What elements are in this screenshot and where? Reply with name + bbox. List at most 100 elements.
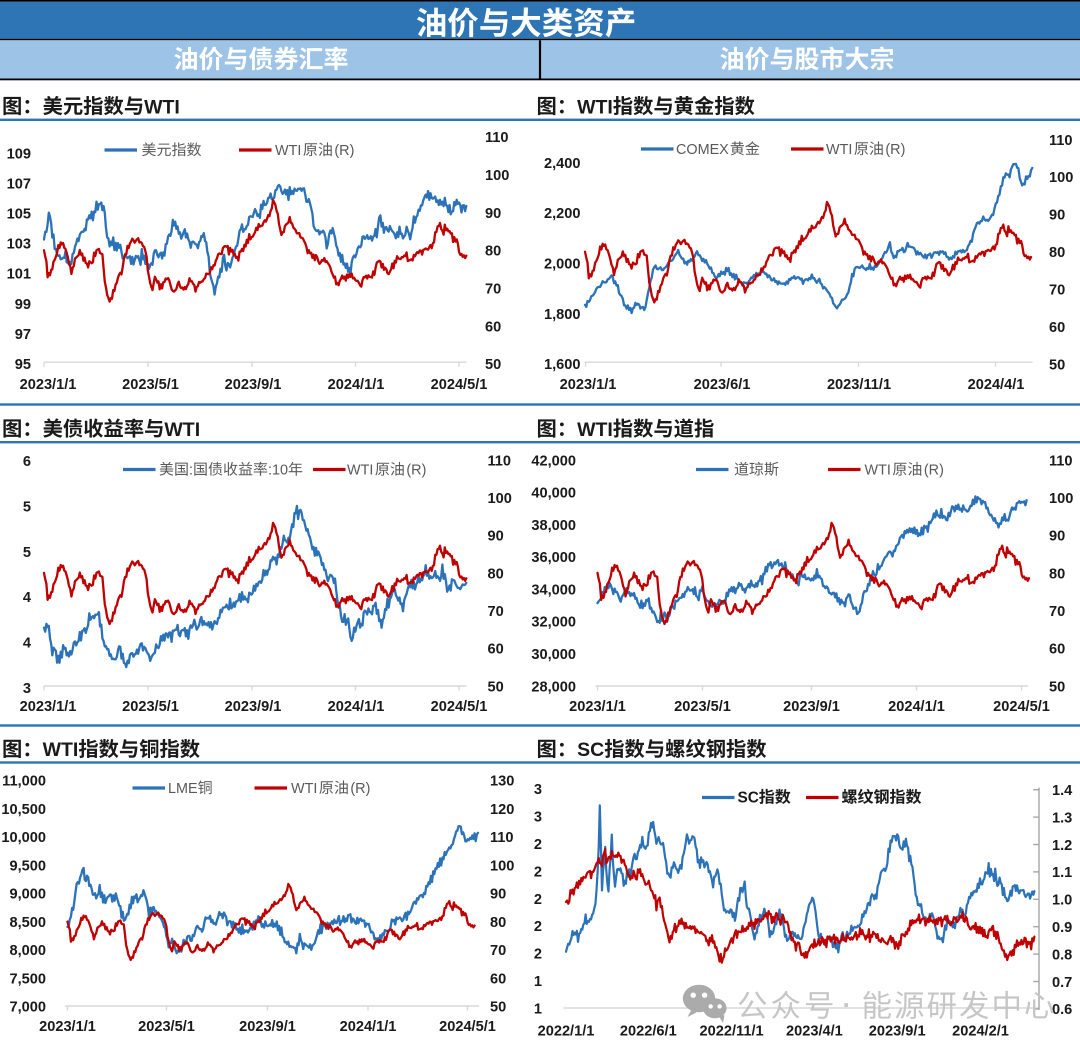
svg-text:2: 2 [534,947,542,963]
svg-text:100: 100 [490,858,514,874]
svg-text:(R): (R) [334,143,354,159]
svg-text:110: 110 [1049,133,1073,149]
svg-text:107: 107 [7,177,31,193]
svg-text:COMEX: COMEX [676,142,729,158]
svg-text:0.9: 0.9 [1052,920,1072,936]
svg-text:2022/11/1: 2022/11/1 [700,1024,764,1040]
svg-text:2024/4/1: 2024/4/1 [968,377,1025,393]
svg-text:97: 97 [15,327,31,343]
svg-text:42,000: 42,000 [531,453,576,469]
svg-text:6: 6 [23,454,31,470]
svg-text:7,500: 7,500 [9,971,46,987]
svg-text:100: 100 [1049,491,1073,507]
svg-text::: : [189,463,193,479]
svg-text:8,500: 8,500 [9,915,46,931]
svg-text:WTI: WTI [43,739,79,761]
svg-text:2023/11/1: 2023/11/1 [827,377,891,393]
svg-text:3: 3 [534,782,542,798]
svg-text:110: 110 [490,830,514,846]
svg-text:2024/1/1: 2024/1/1 [340,1019,397,1035]
svg-text:2024/5/1: 2024/5/1 [431,377,488,393]
svg-text:(R): (R) [406,463,426,479]
svg-text:36,000: 36,000 [531,550,576,566]
svg-text:70: 70 [1049,282,1065,298]
svg-text:5: 5 [23,499,31,515]
svg-text:·: · [843,990,852,1020]
svg-text:80: 80 [1049,245,1065,261]
svg-text:0.8: 0.8 [1052,947,1072,963]
svg-text:2023/1/1: 2023/1/1 [560,377,617,393]
svg-text:2023/1/1: 2023/1/1 [569,699,626,715]
svg-text:5: 5 [23,545,31,561]
svg-text:11,000: 11,000 [2,774,46,790]
svg-text:2024/5/1: 2024/5/1 [439,1019,496,1035]
svg-text:120: 120 [490,802,514,818]
svg-text:101: 101 [7,267,31,283]
svg-text:WTI: WTI [164,419,200,441]
svg-text:2024/2/1: 2024/2/1 [952,1024,1009,1040]
svg-text:2023/9/1: 2023/9/1 [239,1019,296,1035]
svg-text:60: 60 [485,319,501,335]
svg-text:(R): (R) [885,142,905,158]
svg-text:80: 80 [1049,566,1065,582]
svg-text::10: :10 [268,463,288,479]
svg-text:SC: SC [738,790,759,807]
svg-text:105: 105 [7,207,31,223]
svg-text:28,000: 28,000 [531,679,576,695]
svg-text:2023/1/1: 2023/1/1 [39,1019,96,1035]
svg-text:40,000: 40,000 [531,486,576,502]
svg-text:2023/5/1: 2023/5/1 [122,699,179,715]
svg-text:30,000: 30,000 [531,647,576,663]
svg-text:2023/5/1: 2023/5/1 [138,1019,195,1035]
svg-text:WTI: WTI [291,781,317,797]
svg-text:130: 130 [490,774,514,790]
svg-text:2022/1/1: 2022/1/1 [538,1024,595,1040]
svg-text:80: 80 [485,244,501,260]
svg-text:WTI: WTI [144,96,180,118]
svg-text:1: 1 [534,974,542,990]
svg-text:10,000: 10,000 [1,830,46,846]
svg-text:1.2: 1.2 [1052,838,1072,854]
svg-text:80: 80 [488,566,504,582]
svg-text:4: 4 [23,590,32,606]
svg-text:2023/1/1: 2023/1/1 [20,377,77,393]
svg-text:109: 109 [7,147,31,163]
svg-text:50: 50 [1049,357,1065,373]
svg-text:8,000: 8,000 [9,943,46,959]
svg-text:2,400: 2,400 [544,156,581,172]
svg-text:1.1: 1.1 [1052,865,1072,881]
svg-text:60: 60 [1049,642,1065,658]
svg-text:2024/1/1: 2024/1/1 [328,377,385,393]
svg-text:50: 50 [485,357,501,373]
svg-text:0.7: 0.7 [1052,975,1072,991]
svg-text:10,500: 10,500 [1,802,46,818]
svg-text:2023/5/1: 2023/5/1 [674,699,731,715]
svg-text:110: 110 [488,453,512,469]
svg-text:7,000: 7,000 [9,1000,46,1016]
svg-text:2024/5/1: 2024/5/1 [993,699,1050,715]
svg-text:2023/9/1: 2023/9/1 [225,699,282,715]
svg-text:2: 2 [534,919,542,935]
svg-text:38,000: 38,000 [531,518,576,534]
svg-text:2: 2 [534,837,542,853]
svg-text:100: 100 [488,491,512,507]
svg-text:2023/5/1: 2023/5/1 [122,377,179,393]
svg-text:100: 100 [1049,170,1073,186]
svg-text:1.0: 1.0 [1052,893,1072,909]
svg-text:(R): (R) [924,463,944,479]
svg-text:WTI: WTI [865,463,891,479]
svg-text:1,800: 1,800 [544,307,581,323]
svg-text:110: 110 [485,130,509,146]
svg-text:4: 4 [23,636,32,652]
svg-text:2023/1/1: 2023/1/1 [20,699,77,715]
svg-text:60: 60 [1049,320,1065,336]
svg-text:90: 90 [1049,208,1065,224]
svg-text:80: 80 [490,915,506,931]
svg-text:34,000: 34,000 [531,582,576,598]
svg-text:2024/1/1: 2024/1/1 [888,699,945,715]
svg-text:LME: LME [168,781,198,797]
svg-text:70: 70 [485,282,501,298]
svg-text:3: 3 [534,809,542,825]
svg-text:9,500: 9,500 [9,858,46,874]
svg-text:WTI: WTI [577,419,613,441]
